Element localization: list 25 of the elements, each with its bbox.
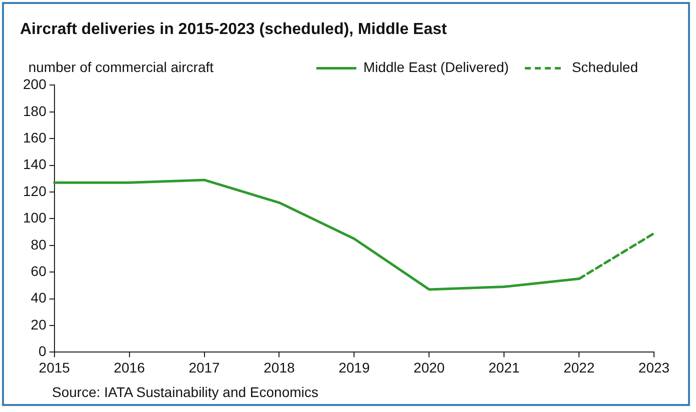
y-tick-label: 120 <box>23 182 47 199</box>
x-tick-label: 2015 <box>38 359 70 376</box>
y-tick-label: 20 <box>30 316 47 332</box>
y-tick-label: 100 <box>23 210 47 226</box>
x-tick-label: 2023 <box>638 359 670 376</box>
x-tick-label: 2016 <box>114 359 146 376</box>
x-tick-label: 2022 <box>563 359 595 376</box>
y-tick-label: 60 <box>30 262 47 279</box>
source-note: Source: IATA Sustainability and Economics <box>52 384 318 400</box>
y-tick-label: 140 <box>23 156 47 172</box>
y-axis-title: number of commercial aircraft <box>28 59 214 76</box>
x-tick-label: 2018 <box>264 359 296 376</box>
y-tick-label: 40 <box>30 290 47 306</box>
legend-label: Middle East (Delivered) <box>363 59 509 76</box>
x-tick-label: 2017 <box>188 359 220 376</box>
y-tick-label: 180 <box>23 102 47 119</box>
x-tick-label: 2019 <box>338 359 370 376</box>
chart-title: Aircraft deliveries in 2015-2023 (scheduled), Middle East <box>20 21 448 38</box>
y-tick-label: 80 <box>30 236 47 252</box>
y-tick-label: 200 <box>23 76 47 92</box>
x-tick-label: 2020 <box>414 359 445 376</box>
y-tick-label: 0 <box>38 343 47 360</box>
legend-label: Scheduled <box>572 59 638 76</box>
x-tick-label: 2021 <box>488 359 520 376</box>
y-tick-label: 160 <box>23 129 47 146</box>
